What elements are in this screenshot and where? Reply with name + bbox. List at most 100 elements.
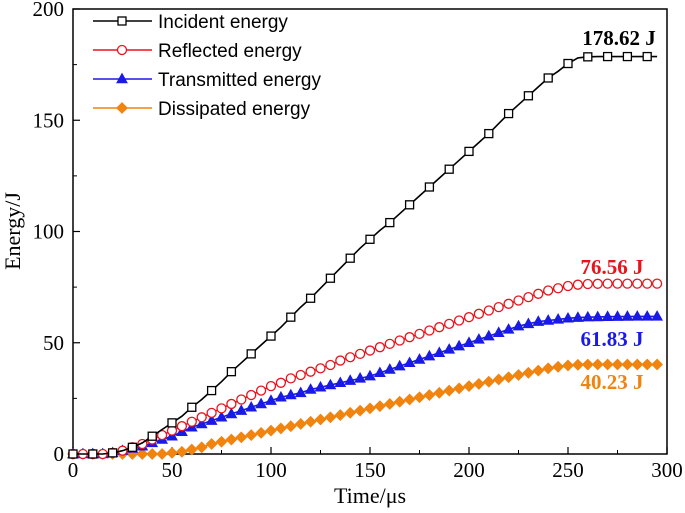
data-point <box>622 51 633 62</box>
data-point <box>384 338 395 350</box>
legend-marker-2 <box>116 72 128 84</box>
data-point <box>562 359 574 372</box>
data-point <box>611 310 624 321</box>
y-tick-label-200: 200 <box>33 0 65 21</box>
data-point <box>482 329 495 341</box>
data-point <box>543 73 553 83</box>
data-point <box>631 358 644 371</box>
x-tick-label-300: 300 <box>651 458 683 482</box>
y-tick-label-0: 0 <box>54 442 65 466</box>
data-point <box>246 389 257 401</box>
data-point <box>582 278 593 290</box>
data-point <box>522 366 535 379</box>
data-point <box>513 295 524 306</box>
data-point <box>523 291 534 303</box>
data-point <box>345 352 356 363</box>
data-point <box>245 429 258 442</box>
data-point <box>216 403 227 414</box>
data-point <box>611 358 624 371</box>
series-1 <box>67 278 663 460</box>
data-point <box>186 416 197 427</box>
x-axis-title: Time/μs <box>334 483 406 508</box>
data-point <box>572 279 584 290</box>
data-point <box>325 273 336 283</box>
data-point <box>403 356 416 368</box>
x-tick-label-150: 150 <box>354 458 386 482</box>
data-point <box>404 332 415 343</box>
data-point <box>334 409 347 421</box>
data-point <box>404 200 415 210</box>
data-point <box>305 293 316 303</box>
data-point <box>284 420 297 433</box>
data-point <box>385 217 395 228</box>
data-point <box>543 285 554 296</box>
data-point <box>612 278 623 289</box>
data-point <box>226 367 237 377</box>
data-point <box>206 407 217 418</box>
data-point <box>503 298 514 309</box>
data-point <box>463 380 475 393</box>
data-point <box>315 363 326 374</box>
y-tick-label-150: 150 <box>33 108 65 132</box>
data-point <box>205 438 218 450</box>
data-point <box>255 397 268 409</box>
data-point <box>423 389 436 401</box>
data-point <box>196 412 207 423</box>
data-point <box>285 373 296 384</box>
data-point <box>602 51 613 62</box>
data-point <box>383 398 396 410</box>
data-point <box>225 433 238 446</box>
data-point <box>583 52 593 62</box>
data-point <box>542 314 555 325</box>
data-point <box>205 414 218 425</box>
data-point <box>433 346 446 358</box>
data-point <box>591 310 604 322</box>
data-point <box>621 310 634 321</box>
data-point <box>483 305 494 316</box>
y-tick-label-100: 100 <box>33 220 65 244</box>
data-point <box>294 386 307 398</box>
data-point <box>245 400 258 412</box>
data-point <box>571 311 584 322</box>
data-point <box>195 441 208 454</box>
x-tick-label-200: 200 <box>453 458 485 482</box>
data-point <box>365 234 375 244</box>
data-point <box>314 380 327 392</box>
data-point <box>146 448 159 460</box>
data-point <box>195 417 208 429</box>
data-point <box>166 446 178 459</box>
legend-marker-0 <box>117 16 127 26</box>
data-point <box>453 339 466 351</box>
series-0 <box>68 51 658 459</box>
data-point <box>651 310 664 321</box>
data-point <box>602 278 613 289</box>
data-point <box>552 283 564 294</box>
data-point <box>255 385 267 396</box>
data-point <box>393 395 406 408</box>
data-point <box>444 164 454 174</box>
data-point <box>631 310 644 321</box>
data-point <box>464 146 474 157</box>
legend-swatches <box>93 16 152 114</box>
data-point <box>423 349 436 361</box>
data-point <box>532 364 545 377</box>
data-point <box>175 445 188 458</box>
data-point <box>364 402 376 415</box>
data-point <box>403 393 416 406</box>
x-tick-label-250: 250 <box>552 458 584 482</box>
data-point <box>522 317 535 329</box>
data-point <box>563 58 573 69</box>
data-point <box>641 358 654 371</box>
series-3 <box>67 358 664 460</box>
data-point <box>255 426 268 439</box>
data-point <box>642 278 653 289</box>
y-tick-label-50: 50 <box>43 331 64 355</box>
data-point <box>354 372 367 383</box>
data-point <box>472 333 485 344</box>
data-point <box>127 442 138 452</box>
data-point <box>472 377 485 390</box>
data-point <box>383 363 396 374</box>
data-point <box>433 386 446 399</box>
data-point <box>512 369 525 381</box>
data-point <box>414 328 425 340</box>
